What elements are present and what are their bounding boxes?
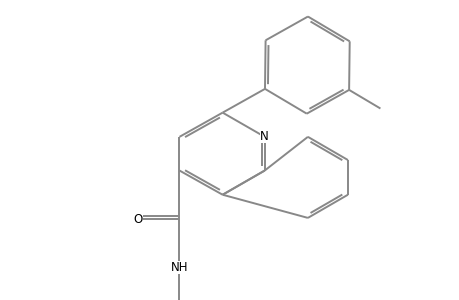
Text: N: N [260, 130, 269, 143]
Text: O: O [133, 213, 142, 226]
Text: NH: NH [170, 261, 188, 274]
